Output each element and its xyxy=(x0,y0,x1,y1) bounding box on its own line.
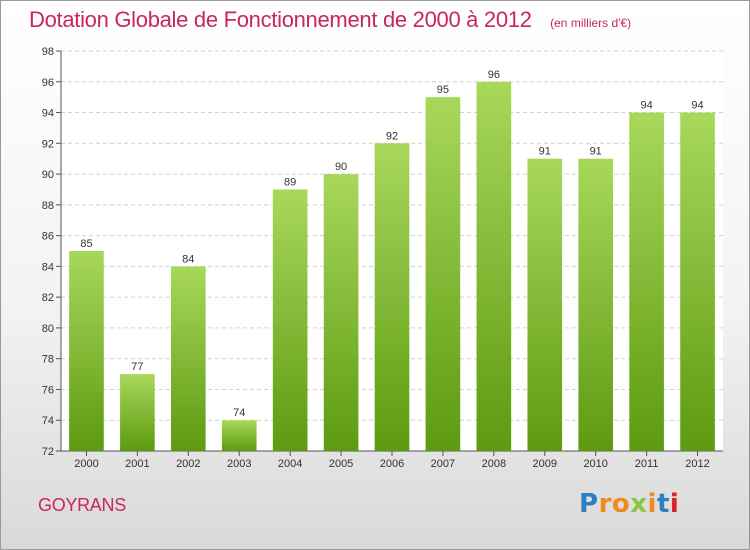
x-tick-label: 2005 xyxy=(329,458,353,470)
bar-value-label: 92 xyxy=(386,130,398,142)
y-tick-label: 78 xyxy=(42,354,54,366)
chart-unit-note: (en milliers d'€) xyxy=(550,16,632,30)
logo-letter: i xyxy=(669,489,680,519)
y-tick-label: 94 xyxy=(42,108,54,120)
x-tick-label: 2001 xyxy=(125,458,149,470)
logo-letter: P xyxy=(579,489,599,519)
bar-value-label: 84 xyxy=(182,253,194,265)
bar xyxy=(120,374,155,451)
x-tick-label: 2003 xyxy=(227,458,251,470)
logo-letter: r xyxy=(598,489,612,519)
bar-value-label: 96 xyxy=(488,69,500,81)
bar xyxy=(578,158,614,451)
x-tick-label: 2004 xyxy=(278,458,302,470)
y-tick-label: 76 xyxy=(42,384,54,396)
bar xyxy=(170,266,206,451)
bar-value-label: 94 xyxy=(640,100,652,112)
y-tick-label: 90 xyxy=(42,169,54,181)
bar xyxy=(374,143,410,452)
bar-value-label: 90 xyxy=(335,161,347,173)
y-tick-label: 92 xyxy=(42,138,54,150)
logo-letter: x xyxy=(630,489,648,519)
y-tick-label: 82 xyxy=(42,292,54,304)
y-tick-label: 86 xyxy=(42,231,54,243)
logo-letter: o xyxy=(611,489,631,519)
bar-value-label: 91 xyxy=(590,146,602,158)
bar-value-label: 91 xyxy=(539,146,551,158)
logo-letter: i xyxy=(647,489,657,519)
bar-value-label: 85 xyxy=(80,238,92,250)
proxiti-logo: Proxiti xyxy=(579,489,679,519)
x-tick-label: 2011 xyxy=(635,458,659,470)
bar xyxy=(272,189,308,451)
commune-name: GOYRANS xyxy=(38,495,126,515)
x-tick-label: 2012 xyxy=(685,458,709,470)
logo-letter: t xyxy=(656,489,670,519)
bar xyxy=(221,420,257,451)
x-tick-label: 2009 xyxy=(533,458,557,470)
y-tick-label: 72 xyxy=(42,446,54,458)
chart-title: Dotation Globale de Fonctionnement de 20… xyxy=(29,7,631,33)
bar xyxy=(323,174,359,452)
bar xyxy=(69,251,104,451)
bar xyxy=(476,81,512,452)
bar xyxy=(629,112,664,452)
chart-title-text: Dotation Globale de Fonctionnement de 20… xyxy=(29,7,532,32)
x-tick-label: 2000 xyxy=(74,458,98,470)
x-tick-label: 2007 xyxy=(431,458,455,470)
x-tick-label: 2006 xyxy=(380,458,404,470)
bar xyxy=(425,97,461,452)
y-tick-label: 80 xyxy=(42,323,54,335)
bar-value-label: 77 xyxy=(131,361,143,373)
bar xyxy=(680,112,715,452)
bar-value-label: 89 xyxy=(284,176,296,188)
x-tick-label: 2010 xyxy=(583,458,607,470)
y-tick-label: 74 xyxy=(42,415,54,427)
y-tick-label: 84 xyxy=(42,261,54,273)
y-tick-label: 88 xyxy=(42,200,54,212)
bar-value-label: 94 xyxy=(691,100,703,112)
x-tick-label: 2002 xyxy=(176,458,200,470)
bar xyxy=(527,158,563,451)
bar-value-label: 95 xyxy=(437,84,449,96)
x-tick-label: 2008 xyxy=(482,458,506,470)
y-tick-label: 98 xyxy=(42,46,54,58)
bar-value-label: 74 xyxy=(233,407,245,419)
y-tick-label: 96 xyxy=(42,77,54,89)
